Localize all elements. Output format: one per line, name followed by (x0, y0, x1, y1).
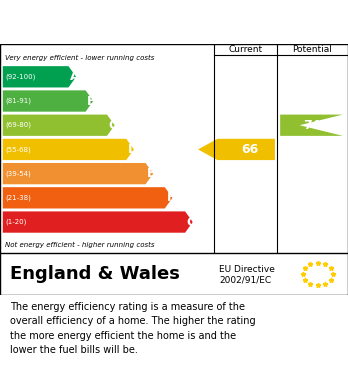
Text: (39-54): (39-54) (5, 170, 31, 177)
Text: Not energy efficient - higher running costs: Not energy efficient - higher running co… (5, 242, 155, 248)
Text: C: C (109, 119, 118, 132)
Text: EU Directive: EU Directive (219, 265, 275, 274)
Text: 2002/91/EC: 2002/91/EC (219, 276, 271, 285)
Text: (1-20): (1-20) (5, 219, 26, 225)
Polygon shape (3, 212, 193, 233)
Text: (55-68): (55-68) (5, 146, 31, 152)
Text: E: E (147, 167, 156, 180)
Polygon shape (3, 90, 93, 112)
Text: F: F (167, 191, 175, 204)
Polygon shape (3, 187, 173, 208)
Polygon shape (3, 139, 134, 160)
Text: 66: 66 (241, 143, 258, 156)
Text: B: B (87, 95, 97, 108)
Text: Current: Current (228, 45, 262, 54)
Text: 74: 74 (303, 119, 321, 132)
Text: Energy Efficiency Rating: Energy Efficiency Rating (63, 20, 285, 35)
Text: A: A (70, 70, 80, 83)
Polygon shape (3, 66, 76, 88)
Text: (81-91): (81-91) (5, 98, 31, 104)
Polygon shape (3, 163, 153, 184)
Text: The energy efficiency rating is a measure of the
overall efficiency of a home. T: The energy efficiency rating is a measur… (10, 302, 256, 355)
Polygon shape (280, 115, 343, 136)
Text: Very energy efficient - lower running costs: Very energy efficient - lower running co… (5, 56, 155, 61)
Polygon shape (3, 115, 115, 136)
Text: (21-38): (21-38) (5, 195, 31, 201)
Text: Potential: Potential (292, 45, 332, 54)
Polygon shape (198, 139, 275, 160)
Text: D: D (128, 143, 138, 156)
Text: England & Wales: England & Wales (10, 265, 180, 283)
Text: (69-80): (69-80) (5, 122, 31, 129)
Text: G: G (187, 215, 197, 229)
Text: (92-100): (92-100) (5, 74, 35, 80)
